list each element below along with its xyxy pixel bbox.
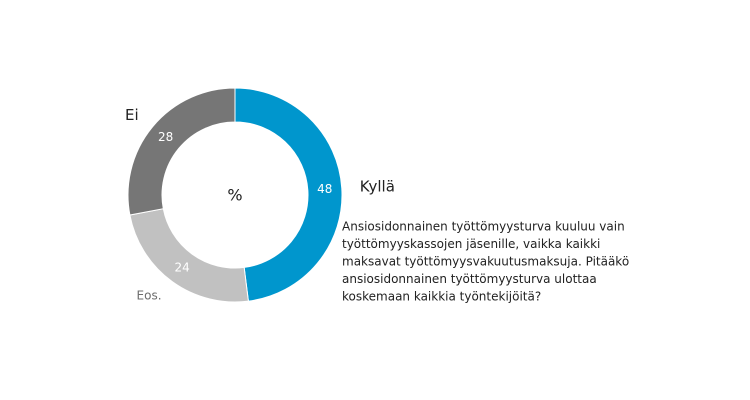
question-line: Ansiosidonnainen työttömyysturva kuuluu … — [342, 220, 625, 234]
question-line: maksavat työttömyysvakuutusmaksuja. Pitä… — [342, 255, 629, 269]
donut-segment — [234, 87, 343, 302]
category-label: Kyllä — [360, 178, 395, 196]
question-line: koskemaan kaikkia työntekijöitä? — [342, 290, 541, 304]
category-label: Eos. — [137, 289, 162, 303]
value-label: 28 — [158, 130, 173, 144]
question-line: ansiosidonnainen työttömyysturva ulottaa — [342, 272, 597, 286]
value-label: 24 — [174, 260, 189, 274]
question-line: työttömyyskassojen jäsenille, vaikka kai… — [342, 237, 600, 251]
donut-segment — [127, 87, 236, 216]
center-label: % — [227, 186, 242, 205]
value-label: 48 — [317, 182, 332, 196]
category-label: Ei — [125, 106, 139, 124]
